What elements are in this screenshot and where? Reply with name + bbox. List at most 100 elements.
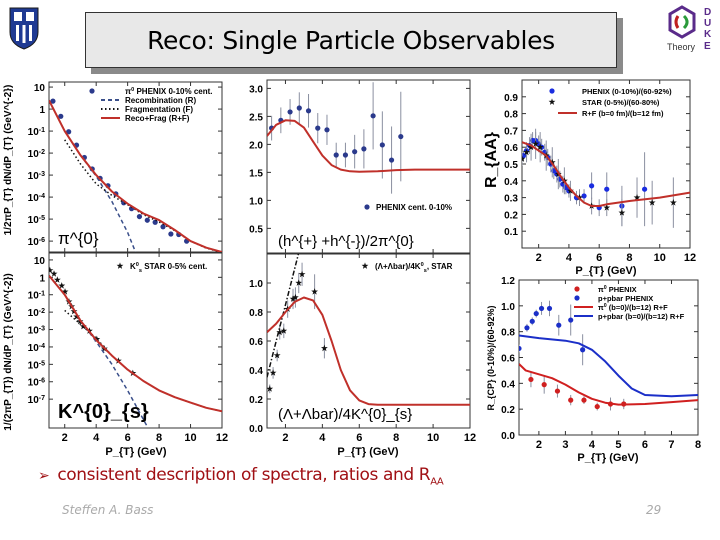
data-point-star bbox=[527, 143, 535, 151]
series-line-2 bbox=[267, 254, 300, 378]
y-tick-label: 2.0 bbox=[249, 140, 263, 151]
x-axis-label: P_{T} (GeV) bbox=[575, 265, 636, 277]
data-point bbox=[144, 217, 150, 223]
y-tick-label: 0.2 bbox=[501, 405, 515, 416]
plot-frame bbox=[266, 253, 471, 429]
data-point bbox=[519, 345, 522, 352]
y-tick-label: 10-6 bbox=[28, 237, 45, 249]
y-tick-label: 10-6 bbox=[28, 377, 45, 389]
x-tick-label: 7 bbox=[668, 439, 674, 451]
y-tick-label: 0.2 bbox=[249, 395, 263, 406]
data-point bbox=[604, 186, 610, 192]
data-point bbox=[160, 224, 166, 230]
y-tick-label: 10-1 bbox=[28, 127, 45, 139]
plot-body bbox=[522, 128, 690, 228]
y-tick-label: 0.8 bbox=[501, 328, 515, 339]
y-tick-label: 0.6 bbox=[504, 143, 518, 154]
data-point-star bbox=[49, 266, 54, 274]
y-tick-label: 10 bbox=[34, 83, 46, 94]
y-tick-label: 0.6 bbox=[249, 337, 263, 348]
svg-text:D: D bbox=[704, 7, 711, 18]
logo-theory-word: Theory bbox=[667, 42, 696, 52]
data-point bbox=[533, 310, 539, 317]
x-tick-label: 4 bbox=[589, 439, 596, 451]
y-tick-label: 1.0 bbox=[501, 302, 515, 313]
legend-marker bbox=[548, 98, 556, 105]
y-tick-label: 0.4 bbox=[249, 366, 263, 377]
y-axis-label: 1/2πP_{T} dN/dP_{T} (GeV^{-2}) bbox=[3, 85, 14, 236]
data-point bbox=[589, 183, 595, 189]
data-point bbox=[594, 403, 600, 410]
data-point bbox=[361, 146, 367, 152]
y-tick-label: 10-5 bbox=[28, 360, 45, 372]
data-point-star bbox=[58, 282, 66, 289]
title-box: Reco: Single Particle Observables bbox=[85, 12, 617, 68]
y-tick-label: 0.5 bbox=[249, 224, 263, 235]
x-tick-label: 12 bbox=[464, 432, 476, 444]
y-axis-label: 1/(2πP_{T}) dN/dP_{T} (GeV^{-2}) bbox=[3, 273, 14, 430]
y-tick-label: 1.0 bbox=[249, 196, 263, 207]
y-tick-label: 10-1 bbox=[28, 290, 45, 302]
legend-label: Recombination (R) bbox=[125, 96, 196, 105]
panel-annotation: (h^{+} +h^{-})/2π^{0} bbox=[278, 233, 414, 250]
legend-marker bbox=[574, 286, 580, 292]
y-tick-label: 0.4 bbox=[504, 177, 518, 188]
y-tick-label: 10-4 bbox=[28, 193, 45, 205]
data-point-star bbox=[269, 369, 277, 376]
panel-annotation: K^{0}_{s} bbox=[58, 401, 149, 423]
bullet-subscript: AA bbox=[430, 476, 444, 488]
page-number: 29 bbox=[646, 503, 662, 517]
y-tick-label: 10-3 bbox=[28, 325, 45, 337]
x-tick-label: 12 bbox=[684, 252, 696, 264]
legend-marker bbox=[549, 88, 555, 94]
x-tick-label: 6 bbox=[356, 432, 362, 444]
x-tick-label: 4 bbox=[93, 432, 100, 444]
y-tick-label: 0.7 bbox=[504, 126, 518, 137]
data-point-star bbox=[93, 335, 101, 343]
y-tick-label: 0.6 bbox=[501, 354, 515, 365]
data-point-star bbox=[523, 148, 530, 156]
svg-text:U: U bbox=[704, 18, 711, 29]
data-point bbox=[398, 133, 404, 140]
chart-panel-6: 2 3 4 5 6 7 8 0.0 0.2 0.4 0.6 0.8 1.0 1.2 R_{CP} (0-10… bbox=[486, 276, 701, 464]
data-point bbox=[168, 231, 174, 237]
plot-body bbox=[49, 98, 222, 252]
plot-frame bbox=[48, 252, 223, 429]
chart-panel-3: 0.5 1.0 1.5 2.0 2.5 3.0 (h^{+} +h^{-})/2π^{0} P… bbox=[249, 79, 471, 254]
x-tick-label: 4 bbox=[319, 432, 326, 444]
data-point bbox=[528, 376, 534, 383]
svg-text:E: E bbox=[704, 41, 711, 52]
legend-label: Fragmentation (F) bbox=[125, 105, 193, 114]
chart-panel-1: 10 1 10-1 10-2 10-3 10-4 10-5 10-6 1/2πP_{T} dN/… bbox=[3, 81, 223, 253]
x-tick-label: 3 bbox=[562, 439, 568, 451]
data-point-star bbox=[522, 155, 526, 162]
legend-label: p+pbar PHENIX bbox=[598, 294, 653, 303]
x-tick-label: 4 bbox=[566, 252, 573, 264]
y-tick-label: 0.0 bbox=[249, 424, 263, 435]
y-tick-label: 10-2 bbox=[28, 149, 45, 161]
x-tick-label: 2 bbox=[536, 252, 542, 264]
legend-label: PHENIX cent. 0-10% bbox=[376, 203, 452, 212]
data-point bbox=[580, 347, 586, 353]
x-tick-label: 10 bbox=[427, 432, 439, 444]
data-point-star bbox=[273, 351, 281, 359]
legend-label: STAR (0-5%)/(60-80%) bbox=[582, 98, 660, 107]
data-point bbox=[342, 152, 349, 158]
data-point-star bbox=[292, 293, 299, 301]
y-tick-label: 0.0 bbox=[501, 431, 515, 442]
data-point-star bbox=[603, 204, 611, 211]
data-point bbox=[538, 305, 545, 312]
data-point-star bbox=[633, 194, 641, 201]
data-point bbox=[568, 397, 574, 403]
y-tick-label: 0.8 bbox=[249, 308, 263, 319]
legend-marker bbox=[364, 204, 370, 210]
chart-panel-5: 2 4 6 8 10 12 0.1 0.2 0.3 0.4 0.5 0.6 0.7 0.8 0.9 R_{AA… bbox=[483, 79, 696, 277]
data-point-star bbox=[50, 270, 58, 277]
bullet-text: consistent description of spectra, ratio… bbox=[57, 465, 431, 485]
data-point bbox=[50, 98, 56, 104]
series-line-4 bbox=[519, 334, 698, 398]
x-axis-label: P_{T} (GeV) bbox=[337, 446, 398, 458]
legend-label: π0 (b=0)/(b=12) R+F bbox=[598, 303, 668, 312]
plot-body bbox=[49, 266, 222, 426]
y-tick-label: 10-5 bbox=[28, 215, 45, 227]
